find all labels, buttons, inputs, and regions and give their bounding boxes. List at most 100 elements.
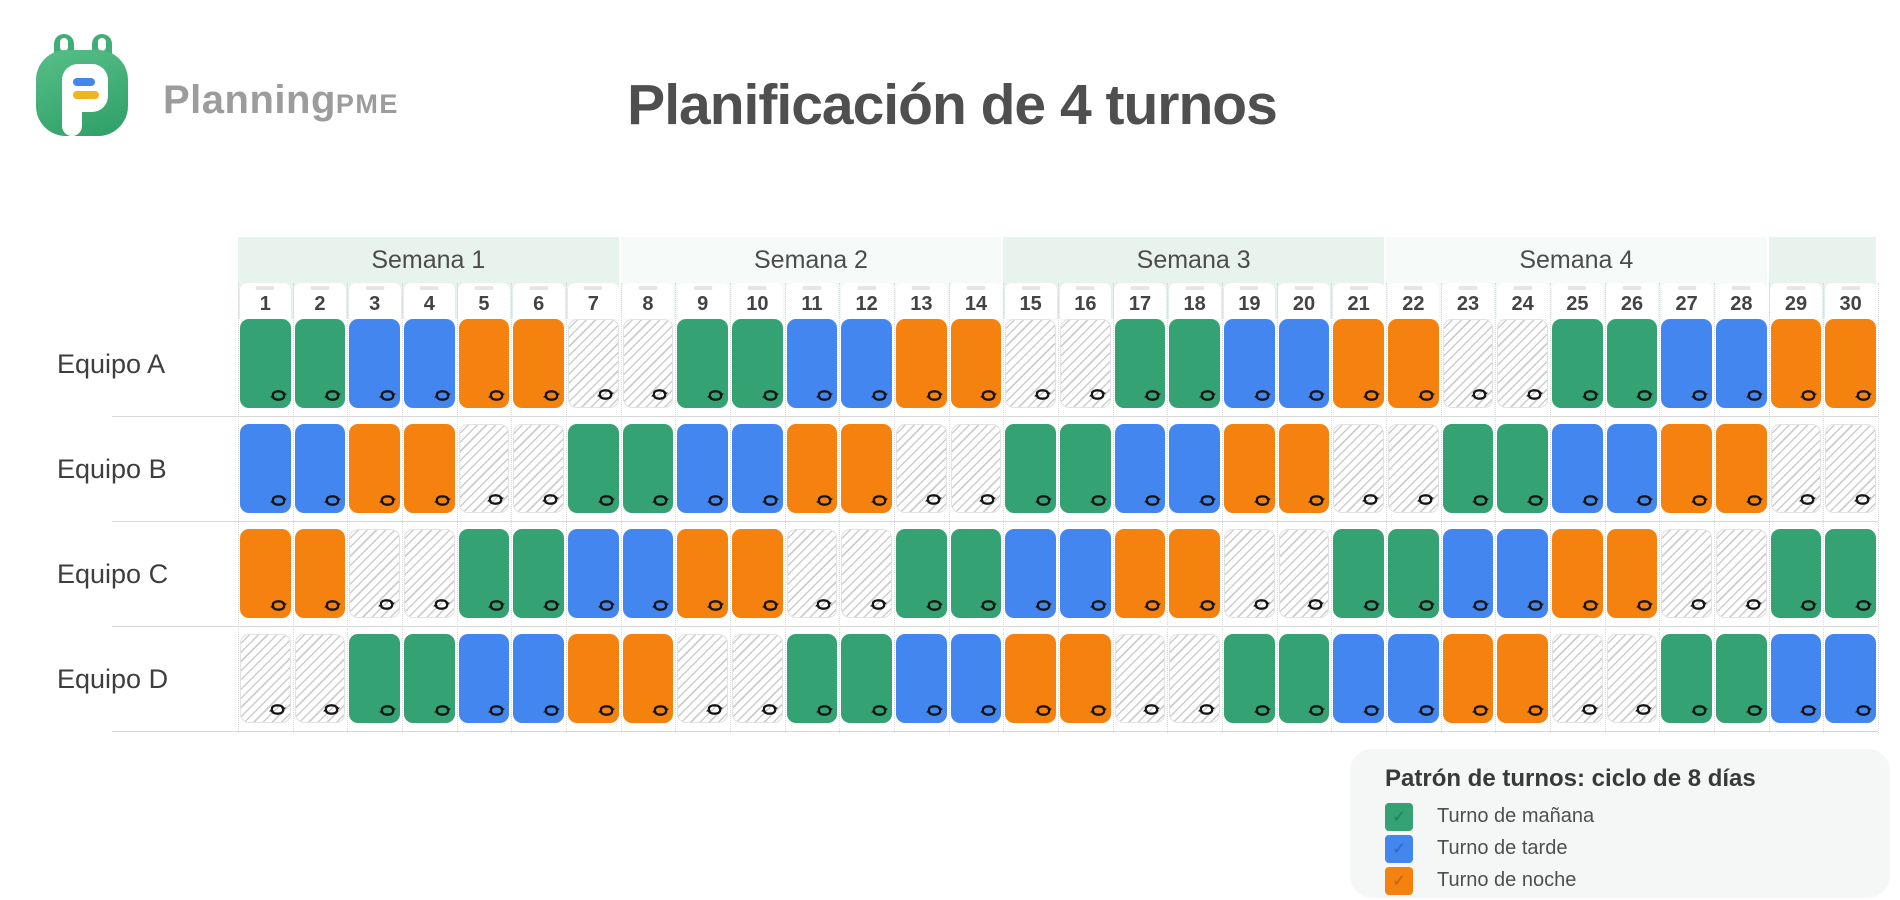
rest-cell[interactable] <box>1388 424 1439 513</box>
shift-cell[interactable] <box>841 319 892 408</box>
shift-cell[interactable] <box>622 424 674 513</box>
shift-cell[interactable] <box>458 319 510 408</box>
shift-cell[interactable] <box>732 319 783 408</box>
shift-cell[interactable] <box>1169 319 1220 408</box>
shift-cell[interactable] <box>404 634 455 723</box>
shift-cell[interactable] <box>568 634 619 723</box>
rest-cell[interactable] <box>1552 634 1603 723</box>
shift-cell[interactable] <box>458 529 510 618</box>
shift-cell[interactable] <box>1169 424 1220 513</box>
rest-cell[interactable] <box>622 319 674 408</box>
rest-cell[interactable] <box>1716 529 1767 618</box>
rest-cell[interactable] <box>349 529 400 618</box>
shift-cell[interactable] <box>1606 319 1658 408</box>
shift-cell[interactable] <box>1278 634 1330 723</box>
rest-cell[interactable] <box>1278 529 1330 618</box>
shift-cell[interactable] <box>1388 529 1439 618</box>
shift-cell[interactable] <box>1770 529 1822 618</box>
shift-cell[interactable] <box>1661 424 1712 513</box>
rest-cell[interactable] <box>1169 634 1220 723</box>
shift-cell[interactable] <box>1442 529 1494 618</box>
shift-cell[interactable] <box>1278 319 1330 408</box>
shift-cell[interactable] <box>1333 319 1384 408</box>
shift-cell[interactable] <box>1060 529 1111 618</box>
shift-cell[interactable] <box>1005 634 1056 723</box>
rest-cell[interactable] <box>1114 634 1166 723</box>
shift-cell[interactable] <box>513 634 564 723</box>
rest-cell[interactable] <box>294 634 346 723</box>
shift-cell[interactable] <box>240 529 291 618</box>
shift-cell[interactable] <box>1716 634 1767 723</box>
shift-cell[interactable] <box>622 529 674 618</box>
shift-cell[interactable] <box>1825 529 1876 618</box>
shift-cell[interactable] <box>1497 634 1548 723</box>
rest-cell[interactable] <box>240 634 291 723</box>
shift-cell[interactable] <box>1770 319 1822 408</box>
shift-cell[interactable] <box>786 424 838 513</box>
shift-cell[interactable] <box>294 424 346 513</box>
rest-cell[interactable] <box>786 529 838 618</box>
shift-cell[interactable] <box>1716 424 1767 513</box>
shift-cell[interactable] <box>1114 424 1166 513</box>
shift-cell[interactable] <box>1388 634 1439 723</box>
rest-cell[interactable] <box>732 634 783 723</box>
rest-cell[interactable] <box>1606 634 1658 723</box>
shift-cell[interactable] <box>950 634 1002 723</box>
shift-cell[interactable] <box>1224 319 1275 408</box>
shift-cell[interactable] <box>786 319 838 408</box>
shift-cell[interactable] <box>404 424 455 513</box>
shift-cell[interactable] <box>1606 424 1658 513</box>
rest-cell[interactable] <box>404 529 455 618</box>
shift-cell[interactable] <box>1442 634 1494 723</box>
shift-cell[interactable] <box>568 529 619 618</box>
shift-cell[interactable] <box>677 529 728 618</box>
shift-cell[interactable] <box>1060 634 1111 723</box>
shift-cell[interactable] <box>513 529 564 618</box>
shift-cell[interactable] <box>1333 529 1384 618</box>
shift-cell[interactable] <box>1224 424 1275 513</box>
shift-cell[interactable] <box>786 634 838 723</box>
shift-cell[interactable] <box>1716 319 1767 408</box>
shift-cell[interactable] <box>1497 424 1548 513</box>
shift-cell[interactable] <box>513 319 564 408</box>
shift-cell[interactable] <box>349 424 400 513</box>
rest-cell[interactable] <box>1060 319 1111 408</box>
shift-cell[interactable] <box>1552 424 1603 513</box>
shift-cell[interactable] <box>1114 529 1166 618</box>
shift-cell[interactable] <box>1825 634 1876 723</box>
shift-cell[interactable] <box>732 424 783 513</box>
shift-cell[interactable] <box>677 424 728 513</box>
shift-cell[interactable] <box>950 319 1002 408</box>
shift-cell[interactable] <box>294 529 346 618</box>
rest-cell[interactable] <box>1224 529 1275 618</box>
shift-cell[interactable] <box>622 634 674 723</box>
shift-cell[interactable] <box>841 424 892 513</box>
shift-cell[interactable] <box>950 529 1002 618</box>
shift-cell[interactable] <box>1278 424 1330 513</box>
shift-cell[interactable] <box>404 319 455 408</box>
shift-cell[interactable] <box>1388 319 1439 408</box>
rest-cell[interactable] <box>841 529 892 618</box>
shift-cell[interactable] <box>1552 319 1603 408</box>
shift-cell[interactable] <box>1442 424 1494 513</box>
rest-cell[interactable] <box>1825 424 1876 513</box>
shift-cell[interactable] <box>1169 529 1220 618</box>
shift-cell[interactable] <box>896 529 947 618</box>
shift-cell[interactable] <box>349 634 400 723</box>
shift-cell[interactable] <box>1552 529 1603 618</box>
shift-cell[interactable] <box>732 529 783 618</box>
shift-cell[interactable] <box>458 634 510 723</box>
shift-cell[interactable] <box>1005 529 1056 618</box>
shift-cell[interactable] <box>1005 424 1056 513</box>
rest-cell[interactable] <box>1770 424 1822 513</box>
rest-cell[interactable] <box>896 424 947 513</box>
shift-cell[interactable] <box>1497 529 1548 618</box>
shift-cell[interactable] <box>1060 424 1111 513</box>
shift-cell[interactable] <box>896 319 947 408</box>
rest-cell[interactable] <box>950 424 1002 513</box>
shift-cell[interactable] <box>896 634 947 723</box>
rest-cell[interactable] <box>677 634 728 723</box>
shift-cell[interactable] <box>677 319 728 408</box>
shift-cell[interactable] <box>1661 634 1712 723</box>
shift-cell[interactable] <box>1224 634 1275 723</box>
